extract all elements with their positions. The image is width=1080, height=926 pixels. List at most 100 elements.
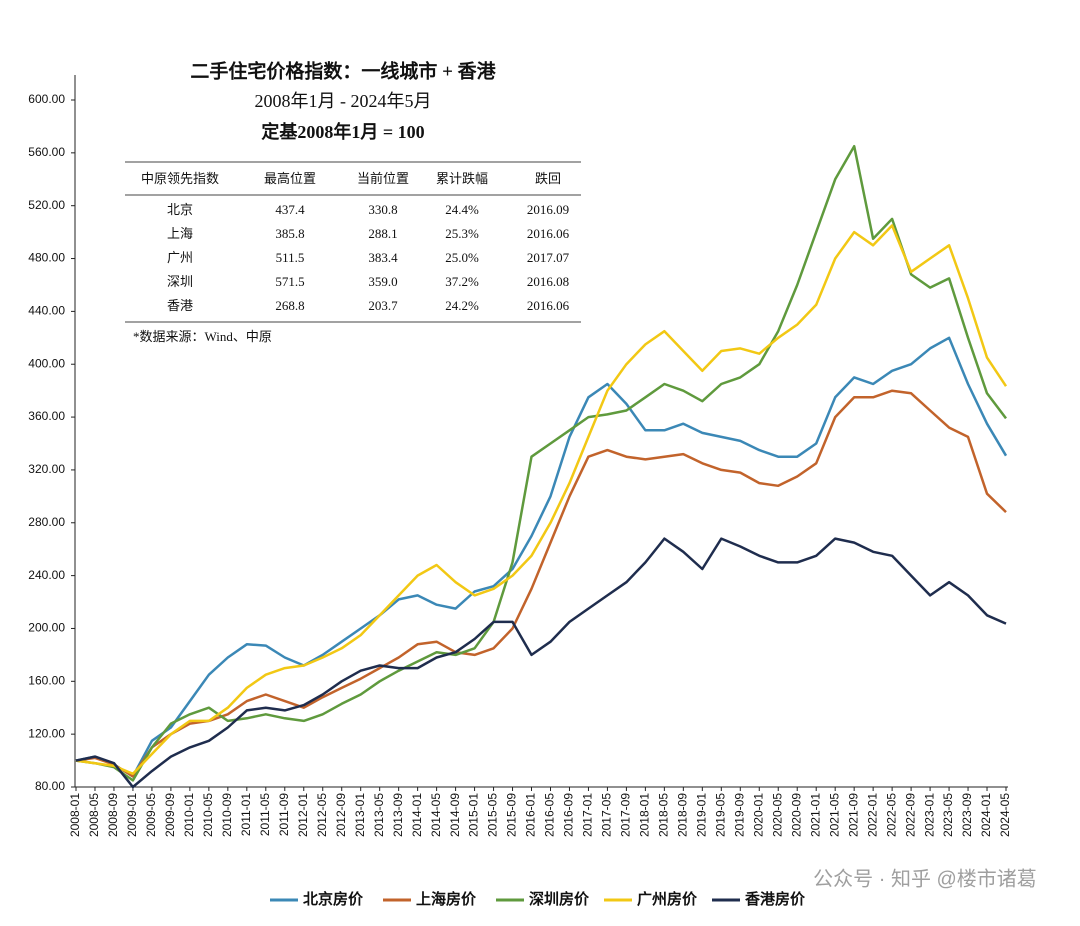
x-tick-label: 2017-09	[619, 793, 633, 837]
table-header: 中原领先指数	[141, 171, 219, 186]
y-tick-label: 480.00	[28, 251, 65, 265]
x-tick-label: 2016-05	[543, 793, 557, 837]
table-cell: 2016.06	[527, 298, 570, 313]
y-tick-label: 560.00	[28, 145, 65, 159]
x-tick-label: 2018-01	[638, 793, 652, 837]
table-cell: 25.0%	[445, 250, 479, 265]
x-tick-label: 2014-01	[410, 793, 424, 837]
y-tick-label: 120.00	[28, 726, 65, 740]
legend-label: 香港房价	[745, 890, 806, 908]
legend-label: 上海房价	[416, 890, 477, 908]
x-tick-label: 2008-01	[68, 793, 82, 837]
x-tick-label: 2021-09	[846, 793, 860, 837]
x-tick-label: 2022-01	[865, 793, 879, 837]
x-tick-label: 2021-01	[808, 793, 822, 837]
y-tick-label: 520.00	[28, 198, 65, 212]
x-tick-label: 2014-09	[448, 793, 462, 837]
table-cell: 511.5	[276, 250, 305, 265]
table-cell: 571.5	[275, 274, 304, 289]
x-tick-label: 2017-01	[581, 793, 595, 837]
y-tick-label: 320.00	[28, 462, 65, 476]
legend-label: 北京房价	[303, 890, 364, 908]
series-line	[75, 224, 1008, 776]
x-tick-label: 2012-01	[296, 793, 310, 837]
x-tick-label: 2018-05	[657, 793, 671, 837]
table-cell: 383.4	[368, 250, 398, 265]
x-tick-label: 2010-05	[201, 793, 215, 837]
table-cell: 广州	[167, 250, 193, 265]
x-tick-label: 2019-05	[713, 793, 727, 837]
x-tick-label: 2016-09	[562, 793, 576, 837]
table-cell: 203.7	[368, 298, 398, 313]
x-tick-label: 2020-01	[751, 793, 765, 837]
x-tick-label: 2023-01	[922, 793, 936, 837]
y-tick-label: 160.00	[28, 673, 65, 687]
x-tick-label: 2008-09	[106, 793, 120, 837]
x-tick-label: 2019-09	[732, 793, 746, 837]
x-tick-label: 2015-05	[486, 793, 500, 837]
y-tick-label: 400.00	[28, 356, 65, 370]
y-tick-label: 360.00	[28, 409, 65, 423]
x-tick-label: 2023-09	[960, 793, 974, 837]
table-cell: 香港	[167, 298, 193, 313]
x-tick-label: 2017-05	[600, 793, 614, 837]
legend-label: 深圳房价	[529, 890, 590, 908]
table-header: 跌回	[535, 171, 561, 186]
table-cell: 288.1	[368, 226, 397, 241]
table-cell: 37.2%	[445, 274, 479, 289]
x-tick-label: 2019-01	[694, 793, 708, 837]
series-line	[75, 537, 1007, 789]
table-cell: 上海	[167, 226, 193, 241]
x-tick-label: 2013-09	[391, 793, 405, 837]
table-cell: 北京	[167, 202, 193, 217]
chart-subtitle: 定基2008年1月 = 100	[261, 121, 424, 142]
x-tick-label: 2014-05	[429, 793, 443, 837]
x-tick-label: 2020-09	[789, 793, 803, 837]
table-cell: 2016.09	[527, 202, 569, 217]
watermark: 公众号 · 知乎 @楼市诸葛	[813, 867, 1037, 890]
x-tick-label: 2011-01	[239, 793, 253, 836]
x-tick-label: 2012-05	[315, 793, 329, 837]
table-cell: 深圳	[167, 274, 193, 289]
x-tick-label: 2024-05	[998, 793, 1012, 837]
x-tick-label: 2022-05	[884, 793, 898, 837]
table-cell: 330.8	[368, 202, 397, 217]
x-tick-label: 2021-05	[827, 793, 841, 837]
x-tick-label: 2011-09	[277, 793, 291, 836]
x-tick-label: 2011-05	[258, 793, 272, 836]
x-tick-label: 2018-09	[676, 793, 690, 837]
table-cell: 2017.07	[527, 250, 570, 265]
table-header: 最高位置	[264, 171, 316, 186]
x-tick-label: 2009-09	[163, 793, 177, 837]
x-tick-label: 2020-05	[770, 793, 784, 837]
x-tick-label: 2009-01	[125, 793, 139, 837]
y-tick-label: 80.00	[35, 779, 65, 793]
table-cell: 437.4	[275, 202, 305, 217]
series-line	[75, 336, 1008, 778]
chart-subtitle: 2008年1月 - 2024年5月	[255, 91, 432, 111]
y-tick-label: 200.00	[28, 621, 65, 635]
x-tick-label: 2010-01	[182, 793, 196, 837]
table-cell: 268.8	[275, 298, 304, 313]
x-tick-label: 2013-01	[353, 793, 367, 837]
table-header: 当前位置	[357, 171, 409, 186]
x-tick-label: 2009-05	[144, 793, 158, 837]
x-tick-label: 2013-05	[372, 793, 386, 837]
y-tick-label: 240.00	[28, 568, 65, 582]
table-cell: 359.0	[368, 274, 397, 289]
x-tick-label: 2015-09	[505, 793, 519, 837]
y-tick-label: 600.00	[28, 92, 65, 106]
table-cell: 2016.06	[527, 226, 570, 241]
table-cell: 24.2%	[445, 298, 479, 313]
table-cell: 385.8	[275, 226, 304, 241]
table-cell: 24.4%	[445, 202, 479, 217]
x-tick-label: 2010-09	[220, 793, 234, 837]
x-tick-label: 2016-01	[524, 793, 538, 837]
x-tick-label: 2024-01	[979, 793, 993, 837]
x-tick-label: 2008-05	[87, 793, 101, 837]
y-tick-label: 440.00	[28, 304, 65, 318]
table-cell: 25.3%	[445, 226, 479, 241]
x-tick-label: 2015-01	[467, 793, 481, 837]
chart-title: 二手住宅价格指数：一线城市 + 香港	[190, 59, 496, 82]
